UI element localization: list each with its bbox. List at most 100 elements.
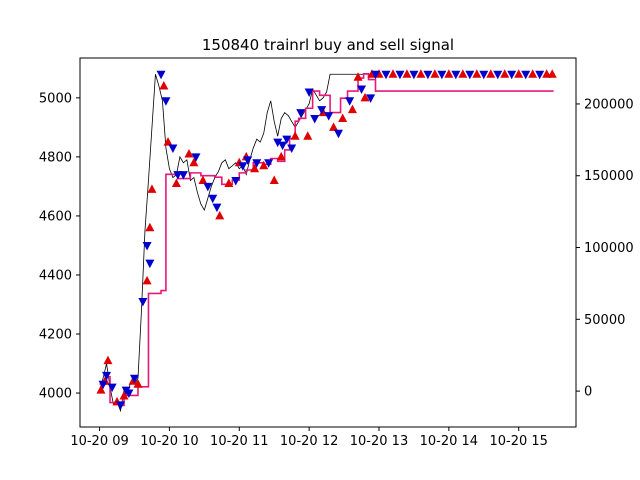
sell-signal-marker [203, 182, 213, 192]
sell-signal-marker [395, 70, 405, 80]
buy-signal-marker [388, 69, 398, 78]
buy-signal-marker [163, 137, 173, 146]
sell-signal-marker [231, 177, 241, 186]
y-tick-label: 4400 [39, 268, 72, 283]
buy-signal-marker [444, 69, 454, 78]
x-tick-label: 10-20 10 [140, 434, 198, 449]
buy-signal-marker [353, 72, 363, 81]
chart-title: 150840 trainrl buy and sell signal [202, 36, 454, 54]
sell-signal-marker [409, 70, 419, 80]
sell-signal-marker [273, 138, 283, 148]
buy-signal-marker [458, 69, 468, 78]
buy-signal-marker [338, 113, 348, 123]
y2-tick-label: 100000 [584, 241, 634, 256]
buy-signal-marker [224, 178, 234, 187]
sell-signal-marker [243, 156, 253, 165]
x-tick-label: 10-20 14 [420, 434, 478, 449]
buy-signal-marker [269, 175, 279, 185]
buy-signal-marker [486, 69, 496, 78]
x-tick-label: 10-20 11 [210, 434, 268, 449]
y-tick-label: 5000 [39, 91, 72, 106]
buy-signal-marker [119, 391, 129, 400]
sell-signal-marker [287, 144, 297, 154]
sell-signal-marker [521, 70, 531, 80]
buy-signal-marker [472, 69, 482, 78]
plot-frame [79, 57, 577, 428]
y2-tick-label: 0 [584, 385, 592, 400]
y2-tick-label: 150000 [584, 169, 634, 184]
buy-signal-marker [250, 163, 260, 173]
sell-signal-marker [142, 241, 152, 251]
buy-signal-marker [171, 178, 181, 187]
sell-signal-marker [124, 389, 134, 399]
sell-signal-marker [381, 70, 391, 80]
buy-signal-marker [145, 222, 155, 232]
sell-signal-marker [129, 374, 139, 384]
buy-signal-marker [276, 151, 286, 161]
sell-signal-marker [102, 371, 112, 381]
buy-signal-marker [103, 355, 113, 365]
sell-signal-marker [264, 159, 274, 168]
y2-tick-label: 50000 [584, 313, 625, 328]
buy-signal-marker [547, 69, 557, 78]
sell-signal-marker [371, 70, 381, 80]
sell-signal-marker [191, 153, 201, 162]
buy-signal-marker [184, 148, 194, 158]
buy-signal-marker [430, 69, 440, 78]
sell-signal-marker [145, 259, 155, 269]
sell-signal-marker [178, 171, 188, 180]
buy-signal-marker [416, 69, 426, 78]
buy-signal-marker [329, 122, 339, 131]
sell-signal-marker [156, 70, 166, 80]
sell-signal-marker [493, 70, 503, 80]
sell-signal-marker [168, 144, 178, 154]
x-tick-label: 10-20 09 [70, 434, 128, 449]
buy-signal-marker [159, 81, 169, 90]
y-tick-label: 4800 [39, 150, 72, 165]
sell-signal-marker [423, 70, 433, 80]
buy-signal-marker [215, 210, 225, 220]
sell-signal-marker [252, 159, 262, 168]
sell-signal-marker [138, 298, 148, 307]
buy-signal-marker [133, 379, 143, 388]
sell-signal-marker [116, 401, 126, 410]
sell-signal-marker [507, 70, 517, 80]
buy-signal-marker [189, 157, 199, 167]
plot-area [96, 69, 557, 413]
sell-signal-marker [345, 97, 355, 106]
plot-layer [96, 69, 557, 413]
buy-signal-marker [360, 92, 370, 102]
buy-signal-marker [402, 69, 412, 78]
y2-tick-label: 200000 [584, 97, 634, 112]
sell-signal-marker [535, 70, 545, 80]
sell-signal-marker [317, 106, 327, 115]
buy-signal-marker [303, 131, 313, 140]
sell-signal-marker [366, 94, 376, 103]
sell-signal-marker [282, 135, 292, 145]
sell-signal-marker [296, 109, 306, 118]
sell-signal-marker [238, 162, 248, 171]
sell-signal-marker [451, 70, 461, 80]
buy-signal-marker [96, 385, 106, 394]
sell-signal-marker [310, 115, 320, 124]
buy-signal-marker [500, 69, 510, 78]
buy-signal-marker [514, 69, 524, 78]
sell-signal-marker [212, 203, 222, 213]
buy-signal-marker [142, 275, 152, 285]
sell-signal-marker [357, 85, 367, 94]
sell-signal-marker [333, 129, 343, 139]
sell-signal-marker [278, 141, 288, 151]
buy-signal-marker [198, 175, 208, 185]
price-line [99, 73, 373, 413]
equity-line [99, 72, 554, 407]
x-tick-label: 10-20 13 [350, 434, 408, 449]
x-tick-label: 10-20 12 [280, 434, 338, 449]
sell-signal-marker [208, 194, 218, 204]
sell-signal-marker [437, 70, 447, 80]
buy-signal-marker [347, 104, 357, 114]
buy-signal-marker [528, 69, 538, 78]
x-tick-label: 10-20 15 [489, 434, 547, 449]
sell-signal-marker [479, 70, 489, 80]
sell-signal-marker [161, 97, 171, 106]
